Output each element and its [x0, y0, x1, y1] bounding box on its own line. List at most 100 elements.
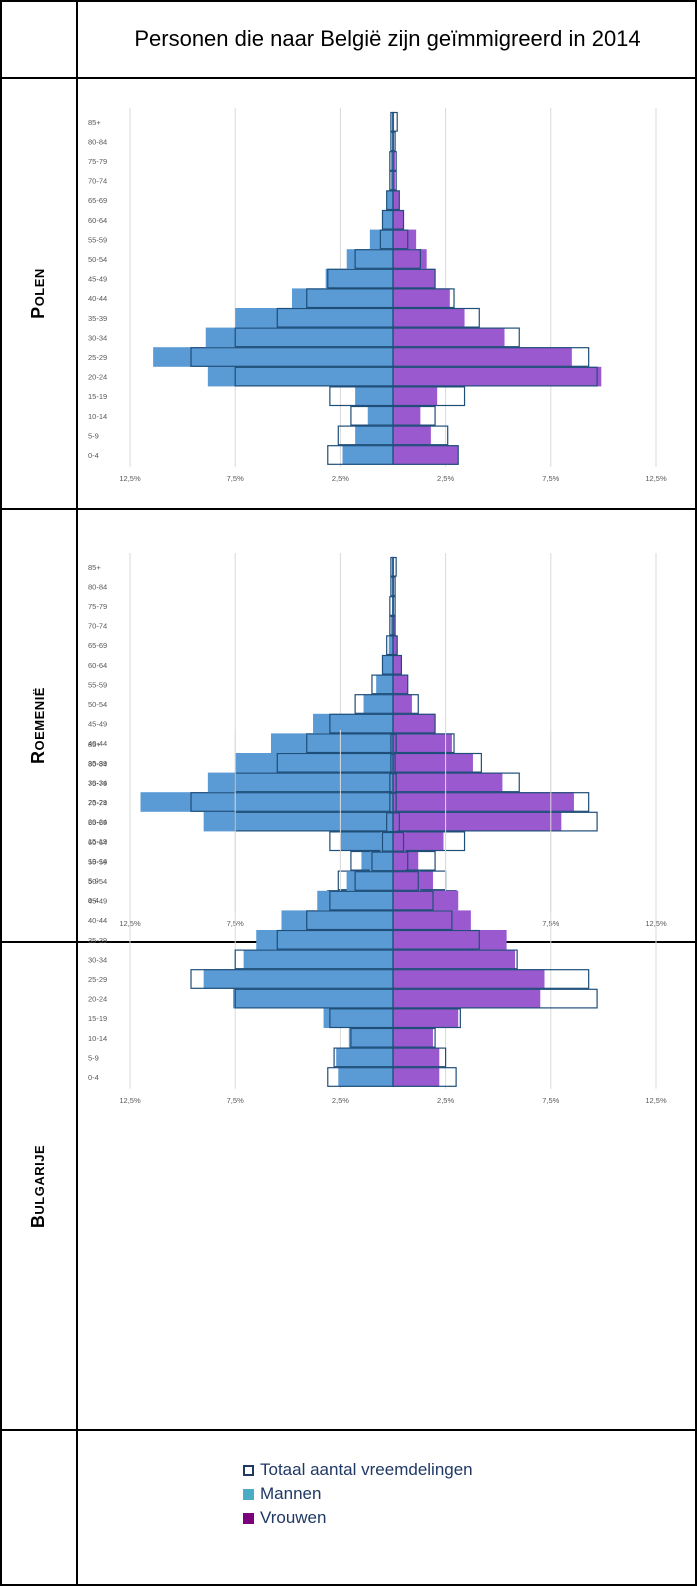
y-tick-label: 25-29: [88, 798, 107, 807]
bar-men-50-54: [363, 694, 393, 714]
bar-women-55-59: [393, 674, 408, 695]
outline-total-women-50-54: [392, 871, 419, 891]
bar-men-10-14: [367, 406, 393, 426]
y-tick-label: 10-14: [88, 1034, 107, 1043]
y-tick-label: 55-59: [88, 857, 107, 866]
bar-women-35-39: [393, 308, 465, 328]
table-row-divider-4: [0, 1429, 697, 1431]
bar-women-50-54: [393, 249, 427, 269]
bar-women-20-24: [393, 366, 602, 387]
y-tick-label: 30-34: [88, 333, 107, 342]
bar-women-5-9: [393, 1047, 440, 1068]
bar-women-60-64: [393, 655, 402, 675]
x-tick-label: 2,5%: [332, 474, 349, 483]
bar-women-60-64: [393, 832, 406, 852]
bar-women-15-19: [393, 1008, 459, 1028]
y-tick-label: 40-44: [88, 294, 107, 303]
y-tick-label: 35-39: [88, 759, 107, 768]
y-tick-label: 75-79: [88, 602, 107, 611]
bar-women-0-4: [393, 1067, 440, 1087]
bar-women-60-64: [393, 210, 404, 230]
legend-item-men: Mannen: [243, 1482, 473, 1506]
y-tick-label: 15-19: [88, 392, 107, 401]
outline-total-women-45-49: [392, 268, 436, 289]
y-tick-label: 75-79: [88, 779, 107, 788]
bar-men-30-34: [243, 949, 393, 970]
bar-women-40-44: [393, 733, 452, 753]
bar-women-45-49: [393, 890, 459, 911]
y-tick-label: 40-44: [88, 739, 107, 748]
bar-men-5-9: [355, 425, 393, 446]
outline-total-women-85+: [392, 733, 397, 754]
outline-total-women-40-44: [392, 910, 453, 931]
outline-total-women-10-14: [392, 1027, 436, 1048]
outline-total-women-85+: [392, 556, 397, 577]
pyramid-chart-polen: 0-4 5-9 10-14 15-19 20-24 25-29 30-34 35-39 40-4…: [78, 100, 695, 495]
bar-women-30-34: [393, 327, 505, 348]
bar-men-60-64: [382, 655, 393, 675]
y-tick-label: 50-54: [88, 877, 107, 886]
y-tick-label: 0-4: [88, 896, 99, 905]
page-title: Personen die naar België zijn geïmmigree…: [134, 26, 641, 51]
row-label-polen: Polen: [0, 79, 77, 508]
bar-men-65-69: [388, 635, 393, 655]
y-tick-label: 35-39: [88, 936, 107, 945]
bar-women-75-79: [393, 773, 396, 793]
bar-women-70-74: [393, 170, 396, 191]
outline-total-women-65-69: [392, 190, 400, 211]
y-tick-label: 80-84: [88, 582, 107, 591]
bar-men-15-19: [355, 386, 393, 406]
bar-women-10-14: [393, 406, 421, 426]
bar-men-25-29: [140, 792, 393, 812]
outline-total-women-5-9: [392, 1047, 447, 1068]
bar-women-45-49: [393, 713, 436, 734]
bar-men-15-19: [323, 1008, 393, 1028]
outline-total-women-70-74: [392, 170, 397, 191]
y-tick-label: 60-64: [88, 838, 107, 847]
outline-total-women-75-79: [392, 596, 396, 616]
outline-total-women-45-49: [392, 890, 434, 911]
bar-men-5-9: [336, 1047, 393, 1068]
bar-men-60-64: [382, 210, 393, 230]
bar-men-40-44: [270, 733, 393, 753]
bar-women-55-59: [393, 851, 406, 872]
y-tick-label: 25-29: [88, 975, 107, 984]
x-tick-label: 12,5%: [645, 474, 667, 483]
bar-men-45-49: [317, 890, 393, 911]
y-tick-label: 65-69: [88, 196, 107, 205]
outline-total-women-30-34: [392, 327, 520, 348]
bar-women-5-9: [393, 425, 431, 446]
y-tick-label: 50-54: [88, 700, 107, 709]
outline-total-women-0-4: [392, 1067, 457, 1087]
outline-total-women-75-79: [392, 151, 397, 171]
bar-women-20-24: [393, 811, 562, 832]
outline-total-women-20-24: [392, 366, 598, 387]
x-tick-label: 7,5%: [542, 474, 559, 483]
outline-total-women-45-49: [392, 713, 436, 734]
outline-total-women-80-84: [392, 753, 396, 774]
bar-women-30-34: [393, 949, 516, 970]
y-tick-label: 75-79: [88, 157, 107, 166]
bar-women-0-4: [393, 445, 459, 465]
outline-total-women-85+: [392, 111, 398, 132]
legend-item-women: Vrouwen: [243, 1506, 473, 1530]
bar-women-65-69: [393, 635, 398, 655]
outline-total-women-50-54: [392, 249, 421, 269]
y-tick-label: 15-19: [88, 1014, 107, 1023]
outline-total-women-70-74: [392, 615, 396, 636]
bar-men-55-59: [369, 229, 393, 250]
y-tick-label: 85+: [88, 118, 101, 127]
outline-total-women-60-64: [392, 209, 405, 230]
outline-total-women-5-9: [392, 425, 449, 446]
y-tick-label: 10-14: [88, 412, 107, 421]
y-tick-label: 40-44: [88, 916, 107, 925]
country-label: Roemenië: [27, 687, 48, 764]
chart-svg: 0-4 5-9 10-14 15-19 20-24 25-29 30-34 35-39 40-4…: [88, 730, 667, 1105]
bar-women-65-69: [393, 812, 398, 832]
y-tick-label: 30-34: [88, 778, 107, 787]
bar-women-70-74: [393, 615, 396, 636]
country-label: Polen: [28, 268, 48, 319]
y-tick-label: 20-24: [88, 818, 107, 827]
outline-total-women-30-34: [392, 949, 518, 970]
outline-total-women-65-69: [392, 635, 398, 656]
